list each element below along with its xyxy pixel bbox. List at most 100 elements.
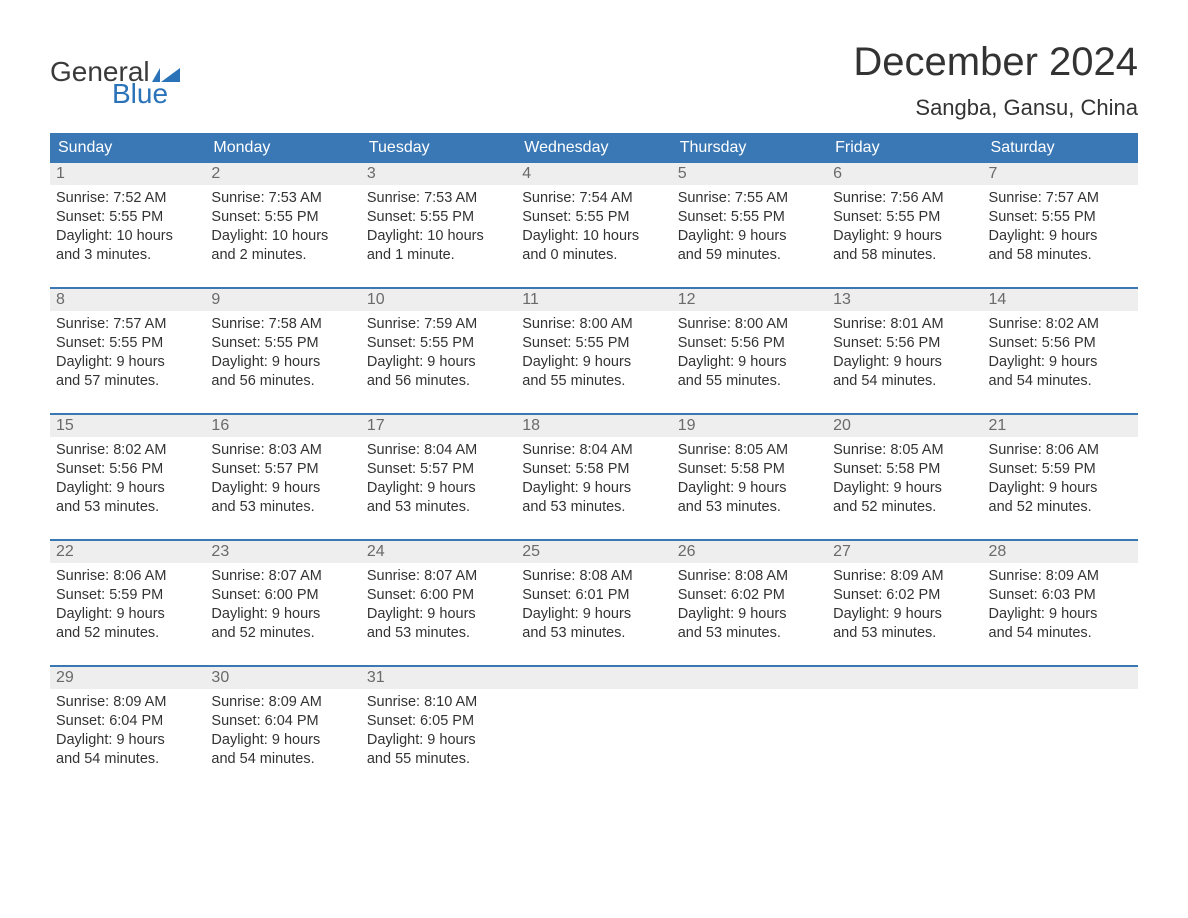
day-cell: 9Sunrise: 7:58 AMSunset: 5:55 PMDaylight… (205, 289, 360, 405)
logo: General Blue (50, 58, 180, 108)
day-line: Daylight: 9 hours (56, 353, 199, 372)
day-line: Sunset: 6:05 PM (367, 712, 510, 731)
day-body: Sunrise: 8:10 AMSunset: 6:05 PMDaylight:… (361, 689, 516, 778)
day-line: and 55 minutes. (367, 750, 510, 769)
day-line: Sunrise: 8:02 AM (989, 315, 1132, 334)
day-line: Sunset: 5:55 PM (211, 334, 354, 353)
day-line: Sunset: 6:01 PM (522, 586, 665, 605)
day-line: and 52 minutes. (211, 624, 354, 643)
day-line: Sunset: 5:58 PM (678, 460, 821, 479)
day-line: Daylight: 9 hours (522, 605, 665, 624)
day-line: Sunrise: 7:58 AM (211, 315, 354, 334)
day-cell: 20Sunrise: 8:05 AMSunset: 5:58 PMDayligh… (827, 415, 982, 531)
day-line: Sunrise: 8:09 AM (56, 693, 199, 712)
day-cell: 17Sunrise: 8:04 AMSunset: 5:57 PMDayligh… (361, 415, 516, 531)
day-line: and 53 minutes. (833, 624, 976, 643)
day-body: Sunrise: 8:06 AMSunset: 5:59 PMDaylight:… (983, 437, 1138, 526)
day-line: Sunrise: 8:01 AM (833, 315, 976, 334)
day-cell (827, 667, 982, 783)
day-line: Sunrise: 8:04 AM (367, 441, 510, 460)
day-line: Daylight: 9 hours (367, 353, 510, 372)
day-line: Sunrise: 8:00 AM (522, 315, 665, 334)
day-body: Sunrise: 7:59 AMSunset: 5:55 PMDaylight:… (361, 311, 516, 400)
day-cell: 6Sunrise: 7:56 AMSunset: 5:55 PMDaylight… (827, 163, 982, 279)
day-line: and 55 minutes. (678, 372, 821, 391)
day-cell: 14Sunrise: 8:02 AMSunset: 5:56 PMDayligh… (983, 289, 1138, 405)
day-line: Sunrise: 8:00 AM (678, 315, 821, 334)
day-line: and 58 minutes. (989, 246, 1132, 265)
day-line: and 56 minutes. (367, 372, 510, 391)
day-number: 12 (672, 289, 827, 311)
day-line: Sunset: 5:55 PM (56, 334, 199, 353)
day-line: Sunset: 5:55 PM (522, 334, 665, 353)
day-line: Sunset: 6:02 PM (833, 586, 976, 605)
day-line: Daylight: 9 hours (678, 227, 821, 246)
day-number: 22 (50, 541, 205, 563)
day-line: Sunset: 5:55 PM (56, 208, 199, 227)
day-line: Sunrise: 7:53 AM (211, 189, 354, 208)
day-header-cell: Saturday (983, 133, 1138, 163)
day-number: 26 (672, 541, 827, 563)
day-line: Sunrise: 7:53 AM (367, 189, 510, 208)
day-line: Sunrise: 8:06 AM (56, 567, 199, 586)
day-number: 13 (827, 289, 982, 311)
day-line: and 52 minutes. (56, 624, 199, 643)
day-line: and 54 minutes. (56, 750, 199, 769)
day-number: 4 (516, 163, 671, 185)
day-line: Daylight: 9 hours (833, 227, 976, 246)
day-line: and 54 minutes. (833, 372, 976, 391)
day-line: Sunrise: 8:10 AM (367, 693, 510, 712)
day-line: and 53 minutes. (211, 498, 354, 517)
day-line: Daylight: 9 hours (833, 605, 976, 624)
day-line: and 55 minutes. (522, 372, 665, 391)
day-line: and 56 minutes. (211, 372, 354, 391)
day-line: and 52 minutes. (989, 498, 1132, 517)
day-header-row: SundayMondayTuesdayWednesdayThursdayFrid… (50, 133, 1138, 163)
day-number: 27 (827, 541, 982, 563)
day-cell: 3Sunrise: 7:53 AMSunset: 5:55 PMDaylight… (361, 163, 516, 279)
day-line: Sunrise: 8:06 AM (989, 441, 1132, 460)
day-line: Daylight: 9 hours (989, 479, 1132, 498)
day-line: Sunrise: 8:09 AM (211, 693, 354, 712)
day-line: and 54 minutes. (989, 372, 1132, 391)
day-cell: 22Sunrise: 8:06 AMSunset: 5:59 PMDayligh… (50, 541, 205, 657)
day-number: 6 (827, 163, 982, 185)
day-line: Daylight: 9 hours (211, 479, 354, 498)
day-line: and 58 minutes. (833, 246, 976, 265)
day-body: Sunrise: 7:56 AMSunset: 5:55 PMDaylight:… (827, 185, 982, 274)
day-line: Daylight: 9 hours (989, 227, 1132, 246)
title-block: December 2024 Sangba, Gansu, China (853, 40, 1138, 121)
day-line: Sunset: 5:58 PM (522, 460, 665, 479)
day-body: Sunrise: 8:07 AMSunset: 6:00 PMDaylight:… (361, 563, 516, 652)
day-header-cell: Tuesday (361, 133, 516, 163)
day-line: and 53 minutes. (678, 498, 821, 517)
day-cell: 15Sunrise: 8:02 AMSunset: 5:56 PMDayligh… (50, 415, 205, 531)
day-line: Sunset: 5:55 PM (522, 208, 665, 227)
week-row: 8Sunrise: 7:57 AMSunset: 5:55 PMDaylight… (50, 287, 1138, 405)
day-line: and 54 minutes. (989, 624, 1132, 643)
day-body: Sunrise: 8:05 AMSunset: 5:58 PMDaylight:… (827, 437, 982, 526)
day-number: 16 (205, 415, 360, 437)
day-line: Sunset: 5:56 PM (56, 460, 199, 479)
day-line: Sunset: 5:56 PM (833, 334, 976, 353)
day-cell: 1Sunrise: 7:52 AMSunset: 5:55 PMDaylight… (50, 163, 205, 279)
day-number: 24 (361, 541, 516, 563)
day-body: Sunrise: 8:03 AMSunset: 5:57 PMDaylight:… (205, 437, 360, 526)
day-line: Sunset: 5:56 PM (989, 334, 1132, 353)
day-number: 28 (983, 541, 1138, 563)
day-number: 7 (983, 163, 1138, 185)
day-number: 11 (516, 289, 671, 311)
day-line: Sunrise: 7:52 AM (56, 189, 199, 208)
day-cell: 2Sunrise: 7:53 AMSunset: 5:55 PMDaylight… (205, 163, 360, 279)
day-line: Sunset: 5:56 PM (678, 334, 821, 353)
day-body: Sunrise: 8:02 AMSunset: 5:56 PMDaylight:… (983, 311, 1138, 400)
day-line: Sunrise: 8:04 AM (522, 441, 665, 460)
day-line: Daylight: 10 hours (56, 227, 199, 246)
day-header-cell: Thursday (672, 133, 827, 163)
day-line: and 53 minutes. (522, 498, 665, 517)
day-cell: 30Sunrise: 8:09 AMSunset: 6:04 PMDayligh… (205, 667, 360, 783)
day-number: 9 (205, 289, 360, 311)
week-row: 29Sunrise: 8:09 AMSunset: 6:04 PMDayligh… (50, 665, 1138, 783)
day-line: Sunrise: 8:08 AM (678, 567, 821, 586)
day-header-cell: Sunday (50, 133, 205, 163)
